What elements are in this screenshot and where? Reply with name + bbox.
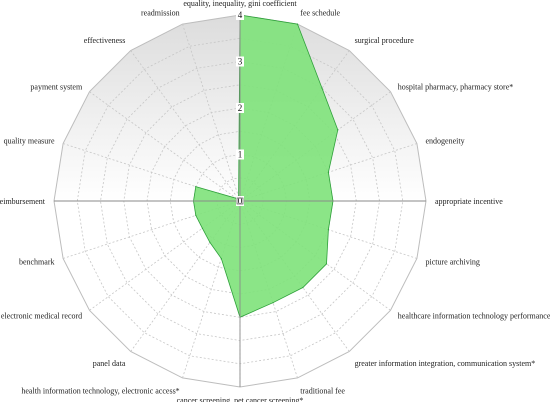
axis-label: panel data [93,359,126,368]
axis-label: electronic medical record [1,312,82,321]
data-point [296,23,299,25]
spoke-line [182,200,241,379]
data-point [325,263,328,265]
svg-text:0: 0 [238,196,243,206]
axis-label: healthcare information technology perfor… [398,312,550,321]
axis-label: surgical procedure [355,36,415,45]
axis-label: benchmark [19,257,55,266]
axis-label: quality measure [4,137,55,146]
svg-text:2: 2 [238,103,243,113]
axis-label: traditional fee [300,387,345,396]
spoke-line [89,91,241,202]
center-marker [236,197,244,205]
axis-label: readmission [141,9,180,18]
spoke-line [130,200,241,352]
axis-label: payment system [30,82,83,91]
spoke-line [182,23,241,202]
data-point [195,186,197,188]
data-point [321,87,323,89]
spoke-line [130,50,241,202]
svg-text:3: 3 [238,57,243,67]
axis-label: appropriate incentive [435,197,503,206]
data-point [327,229,329,231]
tick-label: 2 [236,103,244,113]
axis-label: cancer screening, pet cancer screening* [177,396,304,402]
axis-label: endogeneity [426,137,465,146]
axis-label: greater information integration, communi… [355,359,536,368]
data-point [220,257,222,260]
axis-label: picture archiving [426,257,480,266]
data-point [327,171,329,173]
data-point [272,302,274,304]
spoke-line [62,143,241,202]
tick-label: 4 [236,10,244,20]
tick-label: 1 [236,149,244,160]
data-point [337,129,339,131]
axis-label: equality, inequality, gini coefficient [183,0,297,8]
data-point [195,214,197,216]
grid-ring [123,84,357,318]
svg-text:1: 1 [238,150,243,160]
axis-label: effectiveness [84,36,126,45]
axis-label: health information technology, electroni… [21,387,179,396]
spoke-line [62,200,241,259]
spoke-line [89,200,241,311]
tick-label: 0 [236,196,244,206]
data-point [209,241,211,243]
tick-label: 3 [236,56,244,67]
data-point [302,286,304,289]
radial-ticks: 0 1 2 3 4 [54,10,426,387]
axis-label: hospital pharmacy, pharmacy store* [398,82,513,91]
data-point [201,227,203,229]
axis-label: fee schedule [300,9,340,18]
svg-text:4: 4 [238,10,243,20]
axis-label: reimbursement [0,197,46,206]
